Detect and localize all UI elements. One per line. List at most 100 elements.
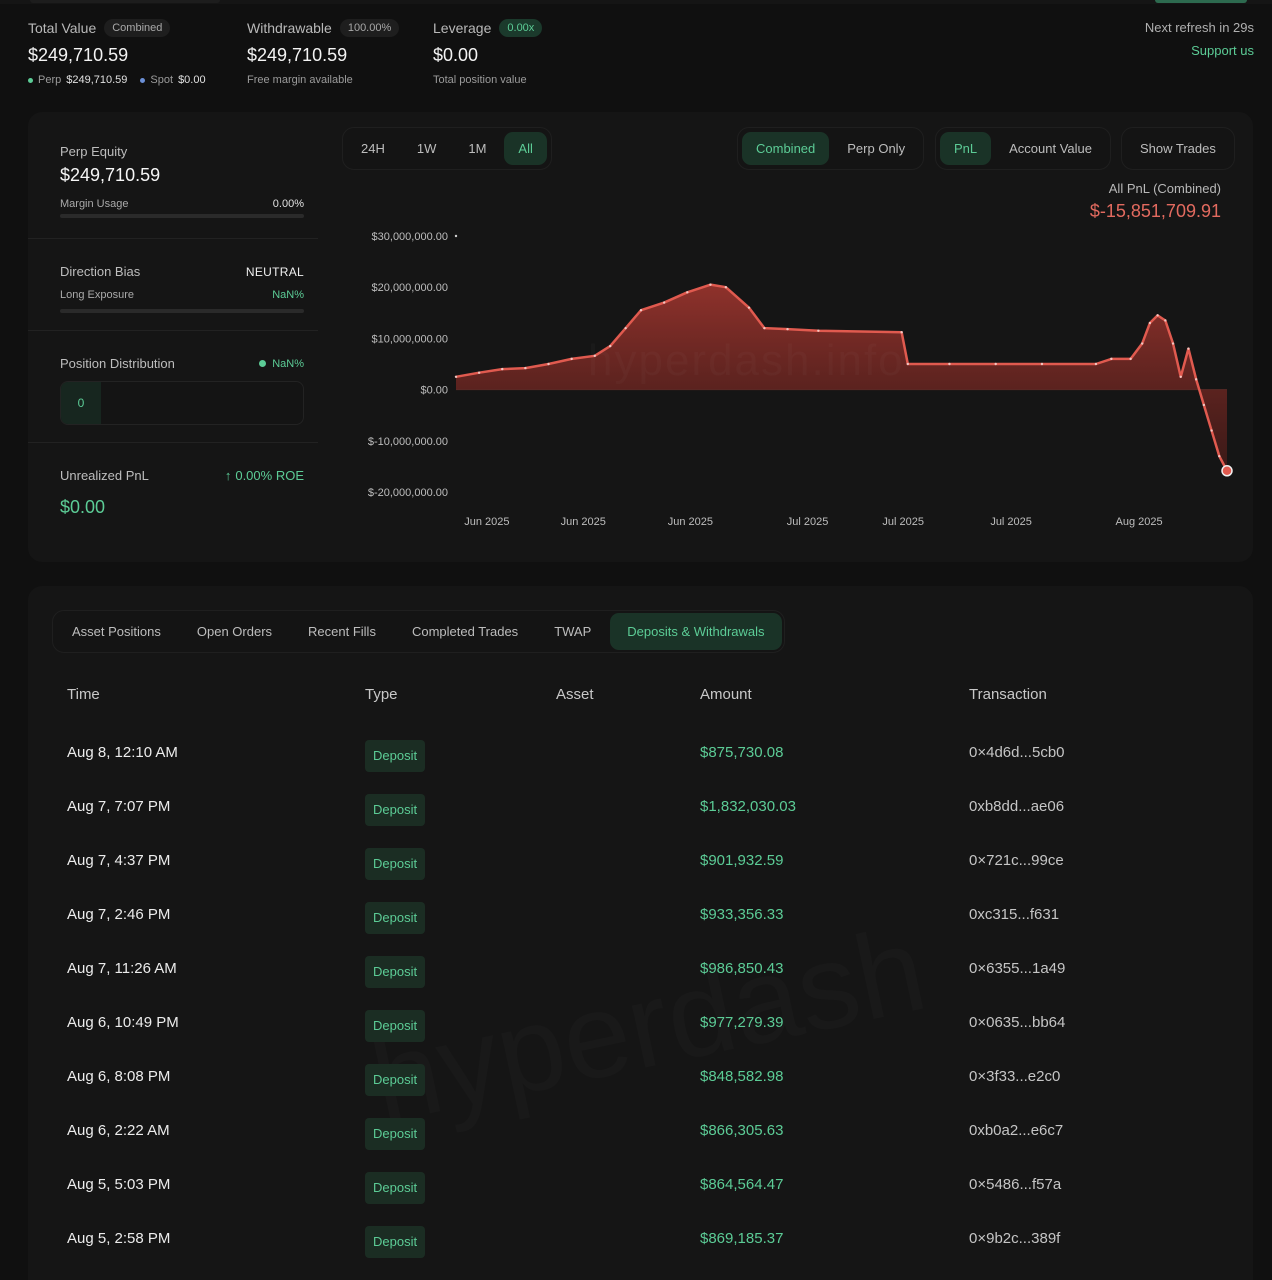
pnl-point	[786, 327, 789, 331]
long-exposure-label: Long Exposure	[60, 289, 134, 301]
tab-recent-fills[interactable]: Recent Fills	[308, 624, 376, 639]
row-transaction-link[interactable]: 0xb8dd...ae06	[969, 798, 1065, 815]
column-amount[interactable]: Amount	[700, 686, 752, 703]
support-link[interactable]: Support us	[1191, 43, 1254, 58]
unrealized-pnl-section: Unrealized PnL ↑ 0.00% ROE $0.00	[60, 468, 304, 518]
pnl-point	[686, 291, 689, 294]
divider	[28, 330, 318, 331]
long-exposure-bar	[60, 309, 304, 313]
tab-open-orders[interactable]: Open Orders	[196, 624, 273, 639]
row-time: Aug 6, 2:22 AM	[67, 1122, 170, 1139]
margin-usage-label: Margin Usage	[60, 198, 129, 210]
tab-completed-trades[interactable]: Completed Trades	[411, 624, 519, 639]
margin-usage-value: 0.00%	[272, 198, 304, 210]
table-row: Aug 7, 7:07 PM Deposit $1,832,030.03 0xb…	[28, 794, 1253, 848]
nav-pill[interactable]	[30, 0, 220, 3]
pnl-button[interactable]: PnL	[940, 132, 992, 165]
activity-panel: hyperdash Asset Positions Open Orders Re…	[28, 586, 1253, 1280]
show-trades-group: Show Trades	[1121, 127, 1235, 170]
pnl-point	[1140, 342, 1144, 345]
withdrawable-label: Withdrawable	[247, 20, 332, 36]
current-point-marker	[1221, 465, 1233, 477]
pnl-point	[501, 367, 504, 371]
pnl-point	[1164, 319, 1167, 322]
unrealized-pnl-value: $0.00	[60, 497, 106, 517]
row-time: Aug 7, 4:37 PM	[67, 852, 171, 869]
row-transaction-link[interactable]: 0×3f33...e2c0	[969, 1068, 1061, 1085]
y-tick-label: $0.00	[420, 385, 448, 397]
chart-watermark: hyperdash.info	[588, 336, 905, 386]
row-transaction-link[interactable]: 0×721c...99ce	[969, 852, 1064, 869]
row-transaction-link[interactable]: 0×0635...bb64	[969, 1014, 1066, 1031]
range-1w-button[interactable]: 1W	[416, 141, 437, 156]
perp-only-button[interactable]: Perp Only	[847, 141, 906, 156]
row-time: Aug 6, 10:49 PM	[67, 1014, 179, 1031]
tab-asset-positions[interactable]: Asset Positions	[72, 624, 161, 639]
pnl-point	[1129, 357, 1132, 361]
range-all-button[interactable]: All	[504, 132, 547, 165]
tab-twap[interactable]: TWAP	[554, 624, 592, 639]
pnl-point	[747, 306, 751, 309]
row-transaction-link[interactable]: 0×4d6d...5cb0	[969, 744, 1065, 761]
pnl-point	[570, 357, 573, 361]
nav-pill-active[interactable]	[1155, 0, 1247, 3]
row-time: Aug 5, 2:58 PM	[67, 1230, 171, 1247]
column-time[interactable]: Time	[67, 686, 100, 703]
withdrawable-stat: Withdrawable 100.00% $249,710.59 Free ma…	[247, 18, 400, 86]
column-type[interactable]: Type	[365, 686, 398, 703]
table-row: Aug 7, 2:46 PM Deposit $933,356.33 0xc31…	[28, 902, 1253, 956]
divider	[28, 442, 318, 443]
table-row: Aug 8, 12:10 AM Deposit $875,730.08 0×4d…	[28, 740, 1253, 794]
pnl-point	[948, 362, 951, 366]
leverage-amount: $0.00	[433, 45, 479, 65]
deposit-badge: Deposit	[365, 848, 426, 880]
row-transaction-link[interactable]: 0xb0a2...e6c7	[969, 1122, 1064, 1139]
perp-equity-label: Perp Equity	[60, 144, 128, 159]
row-transaction-link[interactable]: 0×5486...f57a	[969, 1176, 1062, 1193]
pnl-point	[1171, 342, 1175, 345]
column-asset[interactable]: Asset	[556, 686, 594, 703]
row-time: Aug 5, 5:03 PM	[67, 1176, 171, 1193]
pnl-point	[1218, 454, 1221, 458]
table-row: Aug 5, 2:58 PM Deposit $869,185.37 0×9b2…	[28, 1226, 1253, 1280]
row-time: Aug 7, 7:07 PM	[67, 798, 171, 815]
distribution-segment[interactable]: 0	[61, 382, 101, 424]
x-tick-label: Jul 2025	[882, 516, 924, 528]
deposit-badge: Deposit	[365, 1064, 426, 1096]
column-transaction[interactable]: Transaction	[969, 686, 1047, 703]
tab-deposits-withdrawals[interactable]: Deposits & Withdrawals	[610, 613, 782, 650]
table-row: Aug 7, 11:26 AM Deposit $986,850.43 0×63…	[28, 956, 1253, 1010]
chart-title: All PnL (Combined)	[1108, 181, 1221, 196]
y-tick-label: $-10,000,000.00	[368, 436, 448, 448]
row-transaction-link[interactable]: 0xc315...f631	[969, 906, 1060, 923]
range-24h-button[interactable]: 24H	[361, 141, 385, 156]
margin-usage-bar	[60, 214, 304, 218]
show-trades-button[interactable]: Show Trades	[1140, 141, 1216, 156]
combined-button[interactable]: Combined	[742, 132, 830, 165]
pnl-point	[477, 371, 481, 374]
pnl-line	[455, 283, 1229, 472]
pnl-point	[724, 286, 728, 289]
deposit-badge: Deposit	[365, 740, 426, 772]
y-tick-label: $20,000,000.00	[372, 282, 448, 294]
pnl-point	[662, 301, 666, 304]
leverage-label: Leverage	[433, 20, 492, 36]
range-1m-button[interactable]: 1M	[468, 141, 487, 156]
row-amount: $869,185.37	[700, 1230, 784, 1247]
leverage-stat: Leverage 0.00x $0.00 Total position valu…	[433, 18, 543, 86]
pnl-point	[900, 331, 903, 334]
table-row: Aug 7, 4:37 PM Deposit $901,932.59 0×721…	[28, 848, 1253, 902]
row-amount: $866,305.63	[700, 1122, 784, 1139]
withdrawable-tag: 100.00%	[339, 19, 400, 37]
y-tick-label: $30,000,000.00	[372, 231, 448, 243]
total-value-breakdown: Perp $249,710.59 Spot $0.00	[28, 74, 214, 86]
row-transaction-link[interactable]: 0×6355...1a49	[969, 960, 1066, 977]
account-value-button[interactable]: Account Value	[1009, 141, 1093, 156]
direction-bias-value: NEUTRAL	[245, 264, 304, 279]
pnl-point	[906, 362, 910, 366]
pnl-point	[609, 344, 612, 348]
table-row: Aug 5, 5:03 PM Deposit $864,564.47 0×548…	[28, 1172, 1253, 1226]
row-time: Aug 6, 8:08 PM	[67, 1068, 171, 1085]
table-row: Aug 6, 8:08 PM Deposit $848,582.98 0×3f3…	[28, 1064, 1253, 1118]
row-transaction-link[interactable]: 0×9b2c...389f	[969, 1230, 1061, 1247]
